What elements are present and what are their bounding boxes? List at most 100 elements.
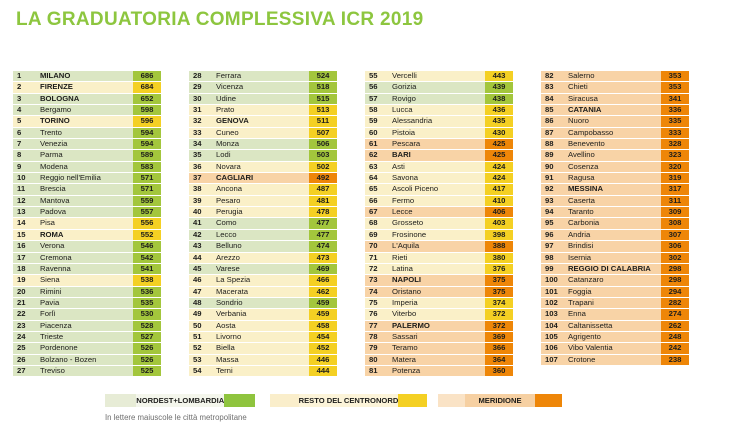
- table-row: 106 Vibo Valentia 242: [541, 343, 689, 354]
- score-value: 546: [133, 241, 161, 252]
- city-label: Gorizia: [392, 82, 417, 92]
- table-row: 98 Isernia 302: [541, 252, 689, 263]
- table-row: 26 Bolzano - Bozen 526: [13, 354, 161, 365]
- rank-label: 100: [545, 275, 558, 285]
- rank-label: 22: [17, 309, 26, 319]
- table-row: 104 Caltanissetta 262: [541, 320, 689, 331]
- rank-label: 105: [545, 331, 558, 341]
- score-value: 583: [133, 161, 161, 173]
- city-label: Lecco: [216, 229, 237, 239]
- table-row: 14 Pisa 556: [13, 218, 161, 229]
- score-value: 388: [485, 241, 513, 252]
- table-row: 80 Matera 364: [365, 354, 513, 365]
- city-label: Enna: [568, 309, 586, 319]
- score-value: 248: [661, 331, 689, 343]
- score-value: 439: [485, 82, 513, 93]
- city-label: Terni: [216, 365, 233, 375]
- city-label: PALERMO: [392, 320, 430, 330]
- table-row: 16 Verona 546: [13, 241, 161, 252]
- table-row: 28 Ferrara 524: [189, 71, 337, 82]
- score-value: 424: [485, 161, 513, 173]
- city-label: Pordenone: [40, 343, 78, 353]
- score-value: 535: [133, 297, 161, 309]
- rank-label: 11: [17, 184, 26, 194]
- rank-label: 24: [17, 331, 26, 341]
- table-row: 45 Varese 469: [189, 263, 337, 275]
- score-value: 506: [309, 139, 337, 150]
- city-label: Vibo Valentia: [568, 343, 613, 353]
- city-label: Lodi: [216, 150, 231, 160]
- score-value: 372: [485, 320, 513, 331]
- score-value: 557: [133, 207, 161, 218]
- score-value: 430: [485, 127, 513, 139]
- rank-label: 29: [193, 82, 202, 92]
- table-row: 82 Salerno 353: [541, 71, 689, 82]
- score-value: 424: [485, 173, 513, 184]
- rank-label: 74: [369, 286, 378, 296]
- table-row: 57 Rovigo 438: [365, 93, 513, 105]
- table-row: 27 Treviso 525: [13, 365, 161, 377]
- table-row: 33 Cuneo 507: [189, 127, 337, 139]
- table-row: 30 Udine 515: [189, 93, 337, 105]
- score-value: 319: [661, 173, 689, 184]
- rank-label: 16: [17, 241, 26, 251]
- rank-label: 45: [193, 263, 202, 273]
- city-label: Avellino: [568, 150, 595, 160]
- table-row: 21 Pavia 535: [13, 297, 161, 309]
- city-label: Como: [216, 218, 237, 228]
- score-value: 515: [309, 93, 337, 105]
- score-value: 274: [661, 309, 689, 320]
- table-row: 86 Nuoro 335: [541, 116, 689, 127]
- table-row: 68 Grosseto 403: [365, 218, 513, 229]
- score-value: 652: [133, 93, 161, 105]
- table-row: 64 Savona 424: [365, 173, 513, 184]
- table-row: 17 Cremona 542: [13, 252, 161, 263]
- city-label: Reggio nell'Emilia: [40, 173, 101, 183]
- city-label: Forlì: [40, 309, 56, 319]
- city-label: Pesaro: [216, 195, 241, 205]
- rank-label: 79: [369, 343, 378, 353]
- city-label: Trapani: [568, 297, 594, 307]
- score-value: 478: [309, 207, 337, 218]
- rank-label: 27: [17, 365, 26, 375]
- city-label: Ascoli Piceno: [392, 184, 439, 194]
- score-value: 308: [661, 218, 689, 229]
- legend-swatch-light-orange: [438, 394, 466, 407]
- rank-label: 104: [545, 320, 558, 330]
- rank-label: 99: [545, 263, 554, 273]
- rank-label: 107: [545, 354, 558, 364]
- city-label: Matera: [392, 354, 416, 364]
- score-value: 454: [309, 331, 337, 343]
- rank-label: 75: [369, 297, 378, 307]
- score-value: 686: [133, 71, 161, 82]
- table-row: 65 Ascoli Piceno 417: [365, 184, 513, 195]
- legend-item-resto-centronord: RESTO DEL CENTRONORD: [270, 394, 427, 407]
- rank-label: 43: [193, 241, 202, 251]
- score-value: 526: [133, 354, 161, 365]
- city-label: MESSINA: [568, 184, 604, 194]
- table-row: 67 Lecce 406: [365, 207, 513, 218]
- score-value: 528: [133, 320, 161, 331]
- city-label: Teramo: [392, 343, 418, 353]
- city-label: Cremona: [40, 252, 72, 262]
- table-row: 31 Prato 513: [189, 105, 337, 116]
- score-value: 446: [309, 354, 337, 365]
- legend-swatch-dark-orange: [534, 394, 562, 407]
- table-row: 72 Latina 376: [365, 263, 513, 275]
- legend-label-meridione: MERIDIONE: [478, 396, 522, 405]
- score-value: 473: [309, 252, 337, 263]
- table-row: 99 REGGIO DI CALABRIA 298: [541, 263, 689, 275]
- city-label: L'Aquila: [392, 241, 420, 251]
- score-value: 474: [309, 241, 337, 252]
- rank-label: 23: [17, 320, 26, 330]
- table-row: 23 Piacenza 528: [13, 320, 161, 331]
- legend-swatch-light-green: [105, 394, 137, 407]
- table-row: 4 Bergamo 598: [13, 105, 161, 116]
- rank-label: 78: [369, 331, 378, 341]
- legend-swatch-mid-yellow: RESTO DEL CENTRONORD: [298, 394, 399, 407]
- score-value: 323: [661, 150, 689, 161]
- rank-label: 72: [369, 263, 378, 273]
- table-row: 91 Ragusa 319: [541, 173, 689, 184]
- score-value: 353: [661, 71, 689, 82]
- city-label: Pisa: [40, 218, 55, 228]
